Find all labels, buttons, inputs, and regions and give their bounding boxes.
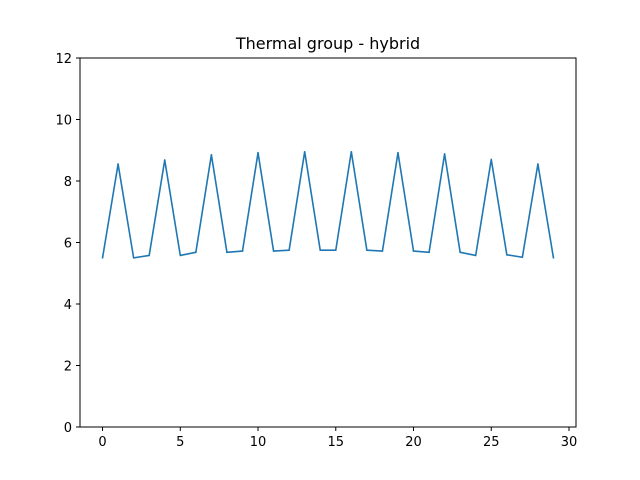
- x-tick-label: 25: [483, 435, 500, 450]
- data-point: [381, 250, 384, 252]
- data-point: [397, 151, 399, 154]
- data-point: [257, 151, 259, 154]
- y-tick-label: 10: [55, 114, 72, 129]
- data-point: [148, 254, 150, 257]
- y-axis: 0 2 4 6 8 10 12: [55, 52, 80, 436]
- data-point: [506, 254, 508, 256]
- x-tick-label: 15: [328, 435, 345, 450]
- x-tick-label: 5: [176, 435, 184, 450]
- y-tick-label: 0: [64, 421, 72, 436]
- data-point: [210, 154, 213, 156]
- y-tick-label: 12: [55, 52, 72, 67]
- series-layer: [101, 150, 555, 259]
- data-point: [428, 251, 430, 254]
- data-point: [195, 251, 197, 254]
- data-point: [552, 257, 555, 259]
- x-tick-label: 0: [98, 435, 106, 450]
- data-point: [241, 250, 244, 252]
- data-point: [163, 159, 166, 161]
- x-tick-label: 30: [561, 435, 578, 450]
- y-tick-label: 8: [64, 175, 72, 190]
- data-point: [226, 251, 228, 254]
- data-point: [350, 150, 353, 153]
- data-point: [179, 254, 182, 257]
- data-point: [101, 257, 104, 259]
- data-point: [521, 256, 524, 259]
- y-tick-label: 6: [64, 237, 72, 252]
- data-point: [459, 251, 461, 254]
- y-tick-label: 2: [64, 360, 72, 375]
- data-point: [490, 158, 493, 161]
- data-point: [443, 153, 446, 155]
- x-axis: 0 5 10 15 20 25 30: [98, 427, 577, 450]
- data-point: [117, 163, 119, 165]
- data-point: [366, 249, 368, 251]
- x-tick-label: 20: [405, 435, 422, 450]
- x-tick-label: 10: [250, 435, 267, 450]
- series-line: [101, 150, 555, 259]
- data-point: [303, 150, 306, 153]
- data-point: [319, 249, 322, 251]
- data-point: [132, 257, 135, 259]
- data-point: [288, 249, 290, 251]
- data-point: [272, 250, 275, 252]
- data-point: [412, 250, 415, 252]
- data-point: [537, 163, 539, 165]
- data-point: [474, 254, 477, 257]
- chart-title: Thermal group - hybrid: [235, 34, 420, 53]
- data-point: [334, 249, 337, 251]
- plot-area-frame: [79, 57, 577, 428]
- y-tick-label: 4: [64, 298, 72, 313]
